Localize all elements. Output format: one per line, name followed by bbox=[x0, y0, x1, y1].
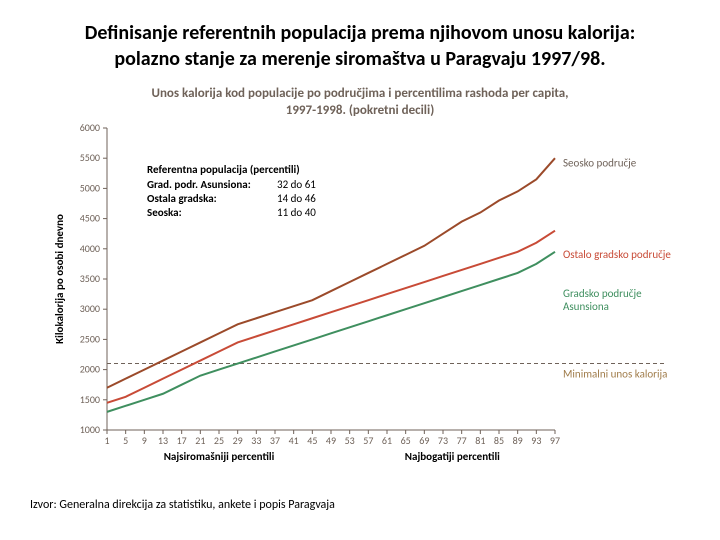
svg-text:1500: 1500 bbox=[80, 393, 100, 406]
svg-text:9: 9 bbox=[142, 434, 147, 447]
svg-text:77: 77 bbox=[457, 434, 467, 447]
svg-text:3000: 3000 bbox=[80, 302, 100, 315]
svg-text:6000: 6000 bbox=[80, 121, 100, 134]
svg-text:17: 17 bbox=[177, 434, 187, 447]
svg-text:5500: 5500 bbox=[80, 151, 100, 164]
slide-title: Definisanje referentnih populacija prema… bbox=[30, 20, 690, 72]
svg-text:3500: 3500 bbox=[80, 272, 100, 285]
svg-text:Grad. podr. Asunsiona:: Grad. podr. Asunsiona: bbox=[147, 178, 251, 191]
chart-title: Unos kalorija kod populacije po područji… bbox=[45, 86, 675, 120]
svg-text:Kilokalorija po osobi dnevno: Kilokalorija po osobi dnevno bbox=[53, 214, 66, 344]
svg-text:61: 61 bbox=[382, 434, 392, 447]
svg-text:25: 25 bbox=[214, 434, 224, 447]
svg-text:65: 65 bbox=[401, 434, 411, 447]
svg-text:49: 49 bbox=[326, 434, 336, 447]
svg-text:Ostalo gradsko područje: Ostalo gradsko područje bbox=[563, 248, 671, 261]
svg-text:Seoska:: Seoska: bbox=[147, 206, 182, 219]
svg-text:5: 5 bbox=[123, 434, 128, 447]
svg-text:33: 33 bbox=[251, 434, 261, 447]
svg-text:97: 97 bbox=[550, 434, 560, 447]
svg-text:Referentna populacija (percent: Referentna populacija (percentili) bbox=[147, 163, 300, 176]
svg-text:21: 21 bbox=[195, 434, 205, 447]
svg-text:85: 85 bbox=[494, 434, 504, 447]
svg-text:Gradsko područje: Gradsko područje bbox=[563, 287, 642, 300]
svg-text:2000: 2000 bbox=[80, 362, 100, 375]
svg-text:Minimalni unos kalorija: Minimalni unos kalorija bbox=[563, 367, 667, 380]
svg-text:32 do 61: 32 do 61 bbox=[277, 178, 316, 191]
svg-text:Asunsiona: Asunsiona bbox=[563, 300, 609, 313]
svg-text:Seosko područje: Seosko područje bbox=[563, 156, 637, 169]
title-line1: Definisanje referentnih populacija prema… bbox=[85, 21, 635, 45]
svg-text:57: 57 bbox=[363, 434, 373, 447]
chart-title-line1: Unos kalorija kod populacije po područji… bbox=[151, 86, 568, 101]
svg-text:69: 69 bbox=[419, 434, 429, 447]
svg-text:93: 93 bbox=[531, 434, 541, 447]
svg-text:Najbogatiji percentili: Najbogatiji percentili bbox=[405, 450, 500, 463]
svg-text:37: 37 bbox=[270, 434, 280, 447]
svg-text:5000: 5000 bbox=[80, 181, 100, 194]
svg-text:Najsiromašniji percentili: Najsiromašniji percentili bbox=[164, 450, 275, 463]
svg-text:81: 81 bbox=[475, 434, 485, 447]
svg-text:1000: 1000 bbox=[80, 423, 100, 436]
svg-text:14 do 46: 14 do 46 bbox=[277, 192, 316, 205]
chart-svg: 1000 1500 2000 2500 3000 3500 4000 4500 5000 5500… bbox=[45, 120, 675, 480]
svg-text:11 do 40: 11 do 40 bbox=[277, 206, 316, 219]
svg-text:13: 13 bbox=[158, 434, 168, 447]
svg-text:29: 29 bbox=[233, 434, 243, 447]
chart-container: Unos kalorija kod populacije po područji… bbox=[45, 86, 675, 486]
source-text: Izvor: Generalna direkcija za statistiku… bbox=[30, 498, 690, 512]
svg-text:4000: 4000 bbox=[80, 242, 100, 255]
chart-title-line2: 1997-1998. (pokretni decili) bbox=[286, 103, 435, 118]
svg-text:4500: 4500 bbox=[80, 211, 100, 224]
svg-text:53: 53 bbox=[345, 434, 355, 447]
svg-text:45: 45 bbox=[307, 434, 317, 447]
svg-text:1: 1 bbox=[104, 434, 109, 447]
svg-text:41: 41 bbox=[289, 434, 299, 447]
svg-text:2500: 2500 bbox=[80, 332, 100, 345]
svg-text:Ostala gradska:: Ostala gradska: bbox=[147, 192, 217, 205]
svg-text:89: 89 bbox=[513, 434, 523, 447]
svg-text:73: 73 bbox=[438, 434, 448, 447]
title-line2: polazno stanje za merenje siromaštva u P… bbox=[114, 47, 605, 71]
